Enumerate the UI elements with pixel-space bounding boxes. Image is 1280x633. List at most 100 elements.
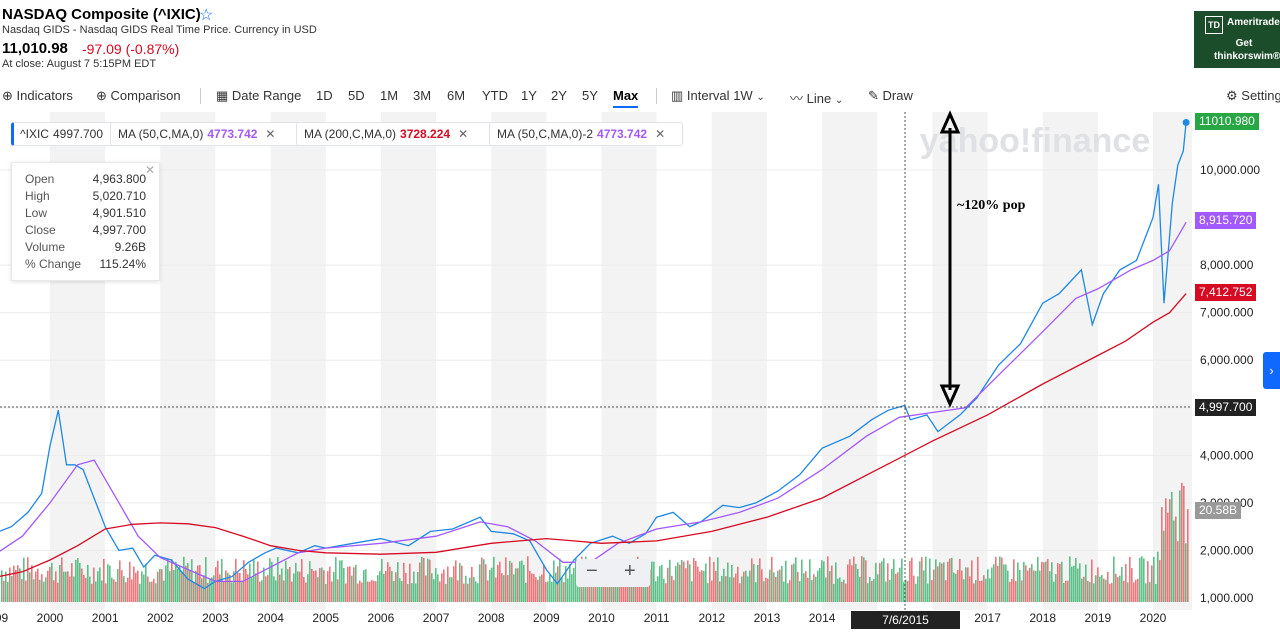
volume-bar (135, 572, 137, 602)
volume-bar (1147, 561, 1149, 602)
price-line (0, 122, 1187, 590)
volume-bar (385, 570, 387, 602)
volume-bar (435, 567, 437, 602)
legend-ma50[interactable]: MA (50,C,MA,0) 4773.742 ✕ (110, 122, 302, 146)
volume-bar (249, 563, 251, 602)
range-5y[interactable]: 5Y (582, 88, 598, 103)
range-2y[interactable]: 2Y (551, 88, 567, 103)
range-1d[interactable]: 1D (316, 88, 333, 103)
volume-bar (91, 583, 93, 602)
volume-bar (1159, 560, 1161, 602)
y-tick-label: 10,000.000 (1200, 163, 1260, 177)
volume-bar (323, 570, 325, 602)
volume-bar (855, 563, 857, 602)
interval-button[interactable]: ▥ Interval 1W ⌄ (671, 88, 765, 104)
volume-bar (201, 578, 203, 602)
volume-bar (987, 569, 989, 602)
volume-bar (805, 571, 807, 602)
close-icon[interactable]: ✕ (265, 127, 276, 141)
volume-bar (1013, 559, 1015, 602)
volume-bar (265, 576, 267, 602)
volume-bar (577, 572, 579, 602)
chevron-right-icon[interactable]: › (1263, 352, 1280, 389)
volume-bar (721, 575, 723, 602)
tooltip-key: High (25, 189, 50, 203)
volume-bar (63, 571, 65, 602)
volume-bar (15, 570, 17, 602)
close-icon[interactable]: ✕ (458, 127, 469, 141)
close-icon[interactable]: ✕ (144, 163, 155, 177)
draw-button[interactable]: ✎ Draw (868, 88, 913, 104)
volume-bar (613, 580, 615, 602)
volume-bar (917, 576, 919, 602)
range-6m[interactable]: 6M (447, 88, 466, 103)
volume-bar (833, 583, 835, 602)
volume-bar (351, 575, 353, 602)
volume-bar (827, 556, 829, 602)
volume-bar (19, 568, 21, 602)
volume-bar (467, 583, 469, 602)
x-tick-label: 2019 (1084, 611, 1111, 625)
legend-value: 4773.742 (597, 127, 648, 141)
volume-bar (501, 573, 503, 602)
volume-bar (945, 580, 947, 602)
volume-bar (123, 576, 125, 602)
volume-bar (273, 576, 275, 602)
volume-bar (713, 561, 715, 602)
volume-bar (873, 579, 875, 602)
indicators-button[interactable]: ⊕ Indicators (2, 88, 73, 104)
close-icon[interactable]: ✕ (655, 127, 666, 141)
volume-bar (749, 570, 751, 602)
legend-ma200[interactable]: MA (200,C,MA,0) 3728.224 ✕ (296, 122, 493, 146)
volume-bar (807, 577, 809, 602)
volume-bar (1059, 563, 1061, 602)
legend-ma50-2[interactable]: MA (50,C,MA,0)-2 4773.742 ✕ (489, 122, 683, 146)
volume-bar (803, 573, 805, 602)
range-5d[interactable]: 5D (348, 88, 365, 103)
volume-bar (75, 559, 77, 602)
volume-bar (195, 570, 197, 602)
volume-bar (587, 576, 589, 602)
volume-bar (931, 579, 933, 602)
volume-bar (747, 576, 749, 602)
volume-bar (159, 568, 161, 602)
volume-bar (141, 571, 143, 602)
range-ytd[interactable]: YTD (482, 88, 508, 103)
volume-bar (361, 582, 363, 602)
y-tick-label: 4,000.000 (1200, 448, 1254, 462)
range-3m[interactable]: 3M (413, 88, 432, 103)
star-icon[interactable]: ☆ (199, 7, 214, 24)
volume-bar (465, 575, 467, 602)
ma200-line (0, 293, 1187, 577)
volume-bar (1107, 571, 1109, 602)
zoom-out-button[interactable]: − (586, 560, 598, 582)
volume-bar (769, 569, 771, 602)
volume-bar (751, 558, 753, 602)
zoom-in-button[interactable]: + (624, 560, 636, 582)
volume-bar (545, 582, 547, 602)
volume-bar (381, 559, 383, 602)
range-1m[interactable]: 1M (380, 88, 399, 103)
crosshair-price-badge: 4,997.700 (1195, 399, 1257, 416)
comparison-button[interactable]: ⊕ Comparison (96, 88, 181, 104)
ad-banner[interactable]: TD Ameritrade Get thinkorswim® (1194, 11, 1280, 68)
volume-bar (583, 581, 585, 602)
volume-bar (59, 564, 61, 602)
range-max[interactable]: Max (613, 88, 639, 103)
volume-bar (231, 582, 233, 602)
line-type-button[interactable]: 〰 Line ⌄ (790, 88, 843, 107)
volume-bar (255, 573, 257, 602)
volume-bar (477, 583, 479, 602)
volume-bar (775, 577, 777, 602)
date-range-button[interactable]: ▦ Date Range (216, 88, 301, 104)
range-1y[interactable]: 1Y (521, 88, 537, 103)
volume-bar (1113, 556, 1115, 602)
legend-symbol[interactable]: ^IXIC 4997.700 (11, 122, 116, 146)
volume-bar (1037, 556, 1039, 602)
volume-bar (1021, 580, 1023, 602)
volume-bar (631, 574, 633, 602)
settings-button[interactable]: ⚙ Settings (1226, 88, 1280, 104)
line-chart-icon: 〰 (790, 91, 804, 106)
volume-bar (115, 581, 117, 602)
